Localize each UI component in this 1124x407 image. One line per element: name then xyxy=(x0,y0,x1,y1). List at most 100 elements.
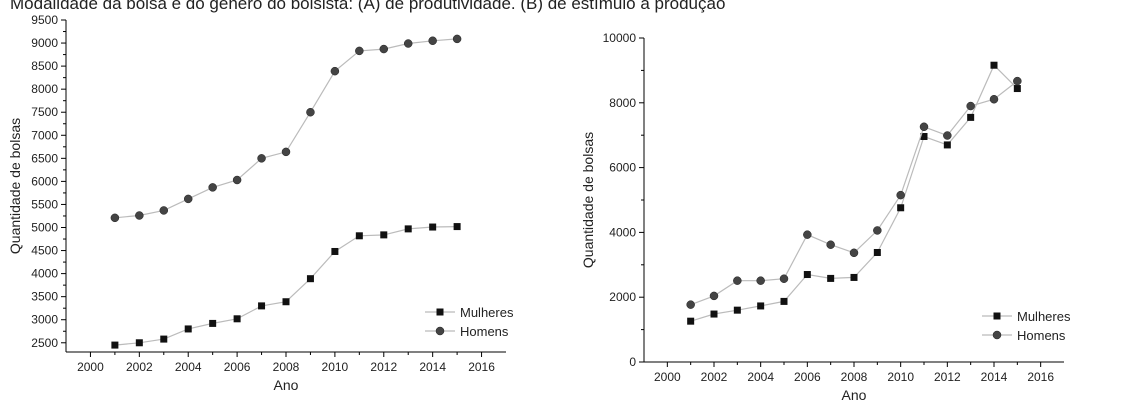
data-point-homens xyxy=(257,154,266,163)
x-tick-label: 2004 xyxy=(175,360,202,374)
data-point-mulheres xyxy=(160,335,168,343)
x-tick-label: 2010 xyxy=(887,370,914,384)
y-tick-label: 6000 xyxy=(609,161,636,175)
x-tick-label: 2014 xyxy=(419,360,446,374)
x-axis-title: Ano xyxy=(274,377,299,393)
data-point-homens xyxy=(803,230,812,239)
x-tick-label: 2004 xyxy=(747,370,774,384)
series-line-homens xyxy=(114,38,458,219)
x-tick-label: 2008 xyxy=(273,360,300,374)
y-tick-label: 4000 xyxy=(609,225,636,239)
data-point-homens xyxy=(208,183,217,192)
data-point-mulheres xyxy=(404,225,412,233)
data-point-homens xyxy=(989,94,999,104)
x-tick-label: 2006 xyxy=(794,370,821,384)
data-point-homens xyxy=(159,206,169,215)
y-axis-title: Quantidade de bolsas xyxy=(7,118,23,254)
data-point-homens xyxy=(919,122,929,132)
x-tick-label: 2014 xyxy=(981,370,1008,384)
data-point-mulheres xyxy=(827,274,835,282)
data-point-mulheres xyxy=(233,315,241,323)
data-point-homens xyxy=(452,34,462,44)
legend-label-mulheres: Mulheres xyxy=(1017,309,1071,324)
data-point-mulheres xyxy=(990,61,998,69)
y-tick-label: 7500 xyxy=(31,105,58,119)
data-point-homens xyxy=(873,226,882,235)
data-point-mulheres xyxy=(209,319,217,327)
y-tick-label: 4000 xyxy=(31,267,58,281)
x-tick-label: 2016 xyxy=(468,360,495,374)
series-line-mulheres xyxy=(114,226,458,346)
legend-marker-square xyxy=(993,312,1001,320)
data-point-mulheres xyxy=(1013,85,1021,93)
data-point-mulheres xyxy=(873,248,881,256)
data-point-homens xyxy=(779,274,789,283)
data-point-homens xyxy=(849,248,859,258)
data-point-homens xyxy=(232,175,242,185)
y-tick-label: 9500 xyxy=(31,13,58,27)
y-tick-label: 7000 xyxy=(31,128,58,142)
y-tick-label: 8000 xyxy=(31,82,58,96)
data-point-homens xyxy=(403,39,413,48)
x-tick-label: 2000 xyxy=(77,360,104,374)
data-point-homens xyxy=(966,101,975,111)
data-point-mulheres xyxy=(803,271,811,279)
y-tick-label: 6000 xyxy=(31,174,58,188)
y-tick-label: 8500 xyxy=(31,59,58,73)
data-point-mulheres xyxy=(710,310,718,318)
data-point-homens xyxy=(183,194,193,204)
data-point-mulheres xyxy=(920,132,928,140)
legend-label-homens: Homens xyxy=(460,324,509,339)
data-point-mulheres xyxy=(733,306,741,314)
data-point-mulheres xyxy=(355,232,363,240)
data-point-homens xyxy=(733,276,742,285)
figure-caption: Modalidade da bolsa e do gênero do bolsi… xyxy=(10,0,726,13)
data-point-mulheres xyxy=(380,231,388,239)
data-point-homens xyxy=(1013,76,1022,86)
data-point-mulheres xyxy=(897,204,905,212)
data-point-mulheres xyxy=(780,297,788,305)
data-point-mulheres xyxy=(943,141,951,149)
data-point-mulheres xyxy=(306,275,314,283)
y-tick-label: 2500 xyxy=(31,336,58,350)
data-point-homens xyxy=(896,190,905,200)
data-point-mulheres xyxy=(111,341,119,349)
y-tick-label: 9000 xyxy=(31,36,58,50)
x-tick-label: 2000 xyxy=(654,370,681,384)
y-tick-label: 8000 xyxy=(609,96,636,110)
data-point-homens xyxy=(355,46,364,56)
x-axis-title: Ano xyxy=(842,387,867,403)
data-point-mulheres xyxy=(429,223,437,231)
y-tick-label: 0 xyxy=(629,355,636,369)
legend-marker-circle xyxy=(435,326,445,336)
x-tick-label: 2010 xyxy=(322,360,349,374)
x-tick-label: 2012 xyxy=(370,360,397,374)
data-point-mulheres xyxy=(453,223,461,231)
data-point-mulheres xyxy=(184,325,192,333)
y-tick-label: 3500 xyxy=(31,290,58,304)
data-point-homens xyxy=(943,131,952,140)
data-point-homens xyxy=(110,213,120,223)
x-tick-label: 2002 xyxy=(701,370,728,384)
y-tick-label: 5000 xyxy=(31,221,58,235)
data-point-homens xyxy=(756,276,765,285)
legend-marker-circle xyxy=(992,330,1002,340)
y-axis-title: Quantidade de bolsas xyxy=(580,132,596,268)
y-tick-label: 4500 xyxy=(31,244,58,258)
data-point-homens xyxy=(306,107,315,117)
data-point-homens xyxy=(428,36,437,45)
y-tick-label: 3000 xyxy=(31,313,58,327)
data-point-mulheres xyxy=(282,298,290,306)
x-tick-label: 2002 xyxy=(126,360,153,374)
data-point-mulheres xyxy=(850,273,858,281)
chart-b: 0 2000 4000 6000 8000 10000 2000 2002 2004 2006 20… xyxy=(580,31,1071,403)
data-point-homens xyxy=(330,66,340,76)
x-tick-label: 2016 xyxy=(1027,370,1054,384)
x-tick-label: 2012 xyxy=(934,370,961,384)
x-tick-label: 2006 xyxy=(224,360,251,374)
data-point-homens xyxy=(709,291,719,301)
data-point-mulheres xyxy=(331,247,339,255)
data-point-mulheres xyxy=(967,113,975,121)
x-tick-label: 2008 xyxy=(841,370,868,384)
data-point-mulheres xyxy=(757,302,765,310)
